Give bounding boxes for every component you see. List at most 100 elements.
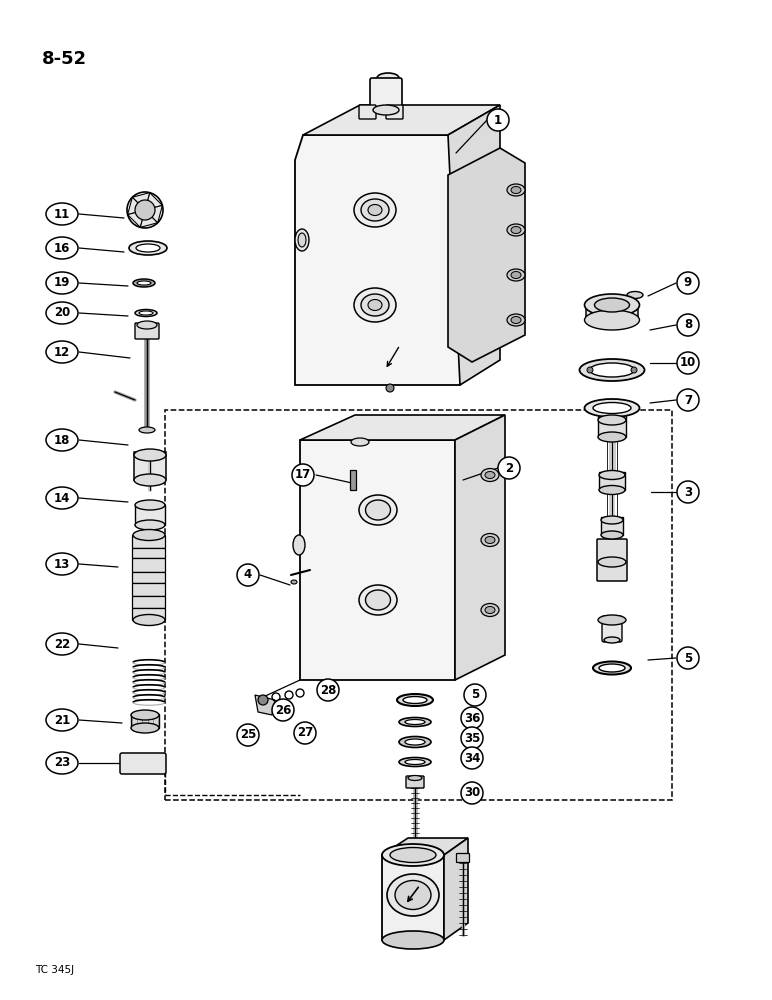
Circle shape xyxy=(294,722,316,744)
FancyBboxPatch shape xyxy=(133,608,165,620)
Ellipse shape xyxy=(584,399,639,417)
Ellipse shape xyxy=(46,709,78,731)
Ellipse shape xyxy=(601,516,623,524)
Ellipse shape xyxy=(135,500,165,510)
Ellipse shape xyxy=(377,73,399,83)
FancyBboxPatch shape xyxy=(133,596,165,608)
Ellipse shape xyxy=(485,606,495,613)
FancyBboxPatch shape xyxy=(586,302,638,320)
Ellipse shape xyxy=(507,269,525,281)
Circle shape xyxy=(461,727,483,749)
Ellipse shape xyxy=(601,531,623,539)
Ellipse shape xyxy=(46,341,78,363)
Text: 13: 13 xyxy=(54,558,70,570)
Ellipse shape xyxy=(598,615,626,625)
FancyBboxPatch shape xyxy=(597,539,627,581)
Ellipse shape xyxy=(46,203,78,225)
Circle shape xyxy=(677,647,699,669)
Ellipse shape xyxy=(129,241,167,255)
Ellipse shape xyxy=(139,311,153,315)
Ellipse shape xyxy=(584,294,639,316)
Ellipse shape xyxy=(46,272,78,294)
Ellipse shape xyxy=(511,186,521,194)
Polygon shape xyxy=(448,148,525,362)
Circle shape xyxy=(292,464,314,486)
Circle shape xyxy=(237,724,259,746)
FancyBboxPatch shape xyxy=(133,584,165,596)
Polygon shape xyxy=(145,193,162,210)
Ellipse shape xyxy=(584,310,639,330)
Ellipse shape xyxy=(397,694,433,706)
Polygon shape xyxy=(145,205,162,223)
Ellipse shape xyxy=(368,205,382,216)
Circle shape xyxy=(487,109,509,131)
Text: 30: 30 xyxy=(464,786,480,800)
Circle shape xyxy=(461,707,483,729)
Ellipse shape xyxy=(46,429,78,451)
Text: 14: 14 xyxy=(54,491,70,504)
Text: 10: 10 xyxy=(680,357,696,369)
Text: 3: 3 xyxy=(684,486,692,498)
Ellipse shape xyxy=(399,736,431,748)
Ellipse shape xyxy=(137,281,151,285)
Ellipse shape xyxy=(134,449,166,461)
Circle shape xyxy=(237,564,259,586)
Ellipse shape xyxy=(481,603,499,616)
FancyBboxPatch shape xyxy=(386,105,403,119)
Circle shape xyxy=(258,695,268,705)
Ellipse shape xyxy=(405,720,425,724)
FancyBboxPatch shape xyxy=(120,753,166,774)
Ellipse shape xyxy=(139,427,155,433)
Ellipse shape xyxy=(599,471,625,480)
Ellipse shape xyxy=(361,294,389,316)
Ellipse shape xyxy=(593,662,631,674)
FancyBboxPatch shape xyxy=(131,714,159,728)
Ellipse shape xyxy=(594,298,629,312)
Text: 22: 22 xyxy=(54,638,70,650)
Text: 16: 16 xyxy=(54,241,70,254)
Circle shape xyxy=(631,367,637,373)
Ellipse shape xyxy=(46,302,78,324)
Text: 21: 21 xyxy=(54,714,70,726)
Ellipse shape xyxy=(368,300,382,310)
Ellipse shape xyxy=(590,363,635,377)
Text: 7: 7 xyxy=(684,393,692,406)
FancyBboxPatch shape xyxy=(134,452,166,480)
Ellipse shape xyxy=(507,314,525,326)
Circle shape xyxy=(317,679,339,701)
Circle shape xyxy=(677,389,699,411)
Text: 12: 12 xyxy=(54,346,70,359)
Ellipse shape xyxy=(359,495,397,525)
Ellipse shape xyxy=(395,880,431,910)
Polygon shape xyxy=(255,695,275,715)
Ellipse shape xyxy=(405,760,425,764)
Ellipse shape xyxy=(485,472,495,479)
Ellipse shape xyxy=(46,553,78,575)
Text: 23: 23 xyxy=(54,756,70,770)
Text: 28: 28 xyxy=(320,684,336,696)
Polygon shape xyxy=(127,210,145,227)
Circle shape xyxy=(677,314,699,336)
Text: 8: 8 xyxy=(684,318,692,332)
FancyBboxPatch shape xyxy=(133,558,165,572)
Ellipse shape xyxy=(507,184,525,196)
Polygon shape xyxy=(295,135,460,385)
FancyBboxPatch shape xyxy=(133,548,165,558)
Ellipse shape xyxy=(399,718,431,726)
Circle shape xyxy=(272,699,294,721)
Ellipse shape xyxy=(511,316,521,324)
Text: 26: 26 xyxy=(275,704,291,716)
Ellipse shape xyxy=(481,534,499,546)
FancyBboxPatch shape xyxy=(456,854,469,862)
Ellipse shape xyxy=(354,193,396,227)
Ellipse shape xyxy=(399,758,431,766)
Ellipse shape xyxy=(485,536,495,544)
Polygon shape xyxy=(444,838,468,940)
Ellipse shape xyxy=(507,224,525,236)
Text: 9: 9 xyxy=(684,276,692,290)
Ellipse shape xyxy=(295,229,309,251)
Polygon shape xyxy=(141,210,157,227)
Ellipse shape xyxy=(131,710,159,720)
Ellipse shape xyxy=(134,474,166,486)
Text: 11: 11 xyxy=(54,208,70,221)
